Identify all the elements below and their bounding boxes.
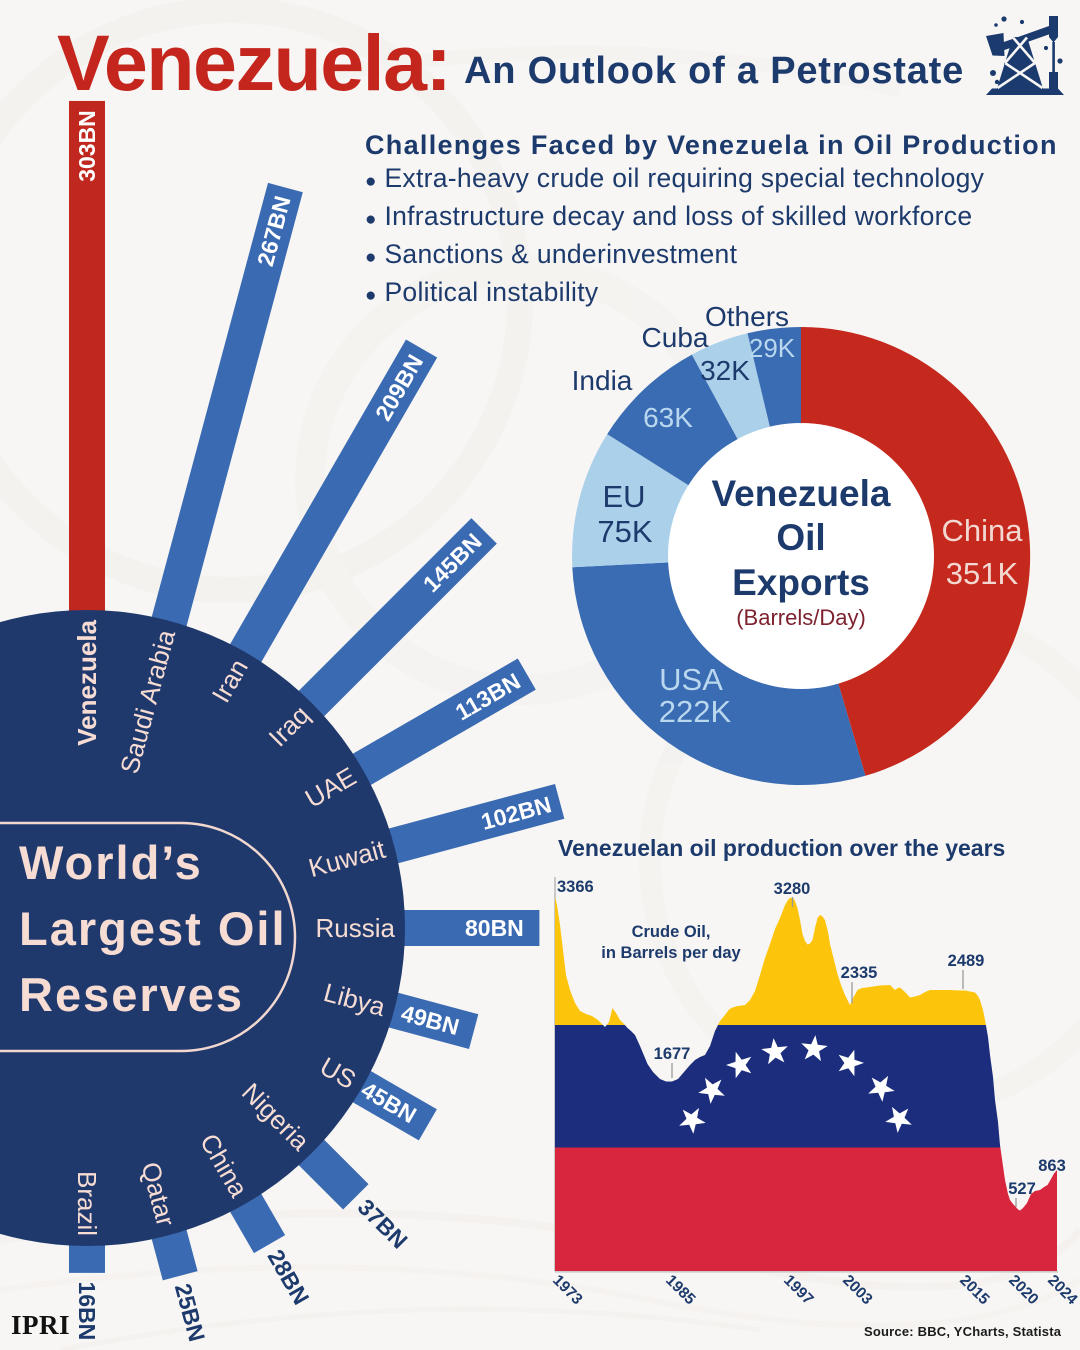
- svg-text:527: 527: [1008, 1180, 1036, 1198]
- svg-text:2489: 2489: [948, 952, 985, 970]
- svg-text:2003: 2003: [839, 1272, 876, 1309]
- svg-text:China: China: [942, 513, 1024, 548]
- svg-text:3366: 3366: [557, 878, 594, 896]
- svg-text:EU: EU: [602, 479, 645, 514]
- svg-text:in Barrels per day: in Barrels per day: [601, 944, 741, 962]
- svg-text:2335: 2335: [841, 964, 878, 982]
- svg-text:75K: 75K: [597, 514, 652, 549]
- svg-text:Venezuela: Venezuela: [712, 473, 891, 514]
- svg-text:16BN: 16BN: [74, 1281, 100, 1340]
- svg-text:863: 863: [1038, 1157, 1066, 1175]
- svg-text:India: India: [572, 365, 633, 396]
- svg-text:351K: 351K: [946, 556, 1019, 591]
- svg-text:USA: USA: [659, 662, 723, 697]
- svg-text:Others: Others: [705, 301, 789, 332]
- svg-text:1985: 1985: [662, 1272, 699, 1309]
- svg-text:1997: 1997: [780, 1272, 816, 1308]
- svg-text:Oil: Oil: [776, 517, 825, 558]
- svg-text:Exports: Exports: [732, 562, 870, 603]
- svg-text:1973: 1973: [549, 1272, 586, 1309]
- svg-text:222K: 222K: [659, 694, 732, 729]
- svg-text:Russia: Russia: [316, 913, 396, 943]
- svg-text:2024: 2024: [1044, 1272, 1080, 1309]
- svg-text:World’s: World’s: [19, 836, 203, 889]
- svg-text:29K: 29K: [749, 333, 796, 363]
- svg-text:303BN: 303BN: [74, 110, 100, 182]
- svg-text:80BN: 80BN: [465, 915, 524, 941]
- svg-text:32K: 32K: [700, 355, 750, 386]
- svg-text:Crude Oil,: Crude Oil,: [632, 923, 711, 941]
- svg-text:63K: 63K: [643, 402, 693, 433]
- svg-text:2015: 2015: [956, 1272, 993, 1309]
- svg-text:Largest Oil: Largest Oil: [19, 902, 287, 955]
- svg-text:1677: 1677: [654, 1045, 691, 1063]
- svg-text:Reserves: Reserves: [19, 968, 244, 1021]
- svg-text:Cuba: Cuba: [642, 322, 709, 353]
- svg-text:2020: 2020: [1005, 1272, 1041, 1308]
- svg-text:(Barrels/Day): (Barrels/Day): [736, 605, 866, 630]
- svg-text:Brazil: Brazil: [72, 1171, 102, 1236]
- svg-text:3280: 3280: [774, 880, 811, 898]
- svg-text:Venezuela: Venezuela: [72, 619, 102, 745]
